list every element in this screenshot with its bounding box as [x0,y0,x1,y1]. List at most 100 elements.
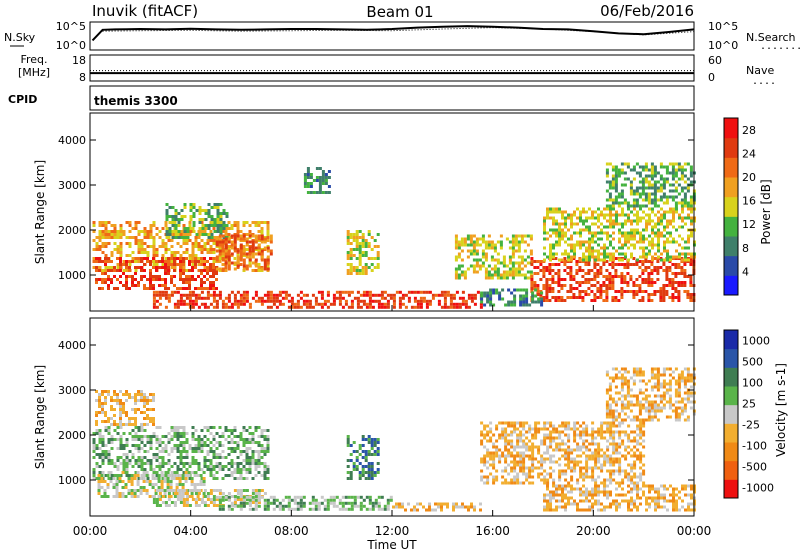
power-cell [210,233,214,236]
velocity-cell [239,492,243,495]
power-cell [179,233,183,236]
power-cell [188,281,191,284]
power-cell [563,257,567,260]
power-cell [185,269,189,272]
power-cell [207,209,211,212]
power-cell [609,225,612,229]
power-cell [632,290,636,293]
power-cell [227,249,231,253]
power-cell [207,215,211,218]
velocity-cell [573,487,576,491]
power-cell [110,230,114,233]
velocity-cell [179,462,183,465]
velocity-cell [107,438,111,441]
power-cell [632,263,636,266]
power-cell [600,258,603,262]
velocity-cell [190,480,194,483]
velocity-cell [184,489,188,492]
power-cell [552,219,555,223]
velocity-cell [137,447,141,450]
velocity-cell [639,436,643,440]
velocity-cell [251,459,255,462]
velocity-cell [263,453,267,456]
velocity-cell [606,454,610,458]
power-cell [644,269,648,272]
power-cell [137,281,140,284]
power-cell [174,224,178,227]
velocity-cell [489,430,493,434]
power-cell [581,299,585,302]
velocity-cell [591,436,595,440]
power-cell [517,246,521,250]
power-cell [452,302,456,306]
velocity-cell [103,489,107,492]
velocity-cell [585,493,588,497]
power-cell [638,266,642,269]
power-cell [608,198,612,202]
velocity-cell [200,447,204,450]
velocity-cell [376,447,380,450]
power-cell [191,290,195,294]
velocity-cell [591,469,595,473]
power-cell [140,239,144,242]
velocity-cell [173,429,177,432]
power-cell [440,305,444,309]
velocity-cell [170,477,174,480]
power-cell [662,269,666,272]
power-cell [627,258,630,262]
power-cell [104,245,108,248]
velocity-cell [166,486,170,489]
velocity-cell [519,436,523,440]
velocity-cell [221,507,225,511]
power-cell [588,207,591,211]
velocity-cell [558,469,562,473]
velocity-cell [206,459,210,462]
power-cell [648,216,651,220]
velocity-cell [218,468,222,471]
power-cell [104,281,107,284]
power-cell [134,227,138,230]
power-cell [185,242,189,245]
power-cell [508,246,512,250]
velocity-cell [627,433,631,437]
power-cell [623,266,627,269]
velocity-cell [585,427,589,431]
power-cell [659,266,663,269]
power-cell [677,263,681,266]
power-cell [557,278,561,281]
power-cell [197,287,200,290]
power-cell [236,290,240,294]
power-cell [206,278,209,281]
power-cell [689,198,693,202]
velocity-cell [167,504,171,507]
power-cell [230,227,234,230]
power-cell [593,266,597,269]
velocity-cell [540,472,544,476]
velocity-cell [516,460,520,464]
velocity-cell [370,477,374,480]
velocity-cell [242,426,246,429]
velocity-cell [140,456,144,459]
power-cell [660,231,663,235]
power-cell [134,278,137,281]
power-cell [209,263,212,266]
power-cell [460,258,464,262]
power-cell [523,240,527,244]
power-cell [659,290,663,293]
power-cell [305,302,309,306]
power-cell [389,296,393,300]
power-cell [606,231,609,235]
velocity-cell [555,460,559,464]
power-cell [585,216,588,220]
velocity-cell [483,463,487,467]
velocity-cell [492,466,496,470]
power-cell [489,300,493,304]
power-cell [635,198,639,202]
power-cell [633,213,636,217]
power-cell [367,242,371,245]
power-cell [107,257,110,260]
power-cell [536,266,540,269]
velocity-cell [425,508,428,512]
power-cell [608,204,612,208]
power-cell [192,224,196,227]
